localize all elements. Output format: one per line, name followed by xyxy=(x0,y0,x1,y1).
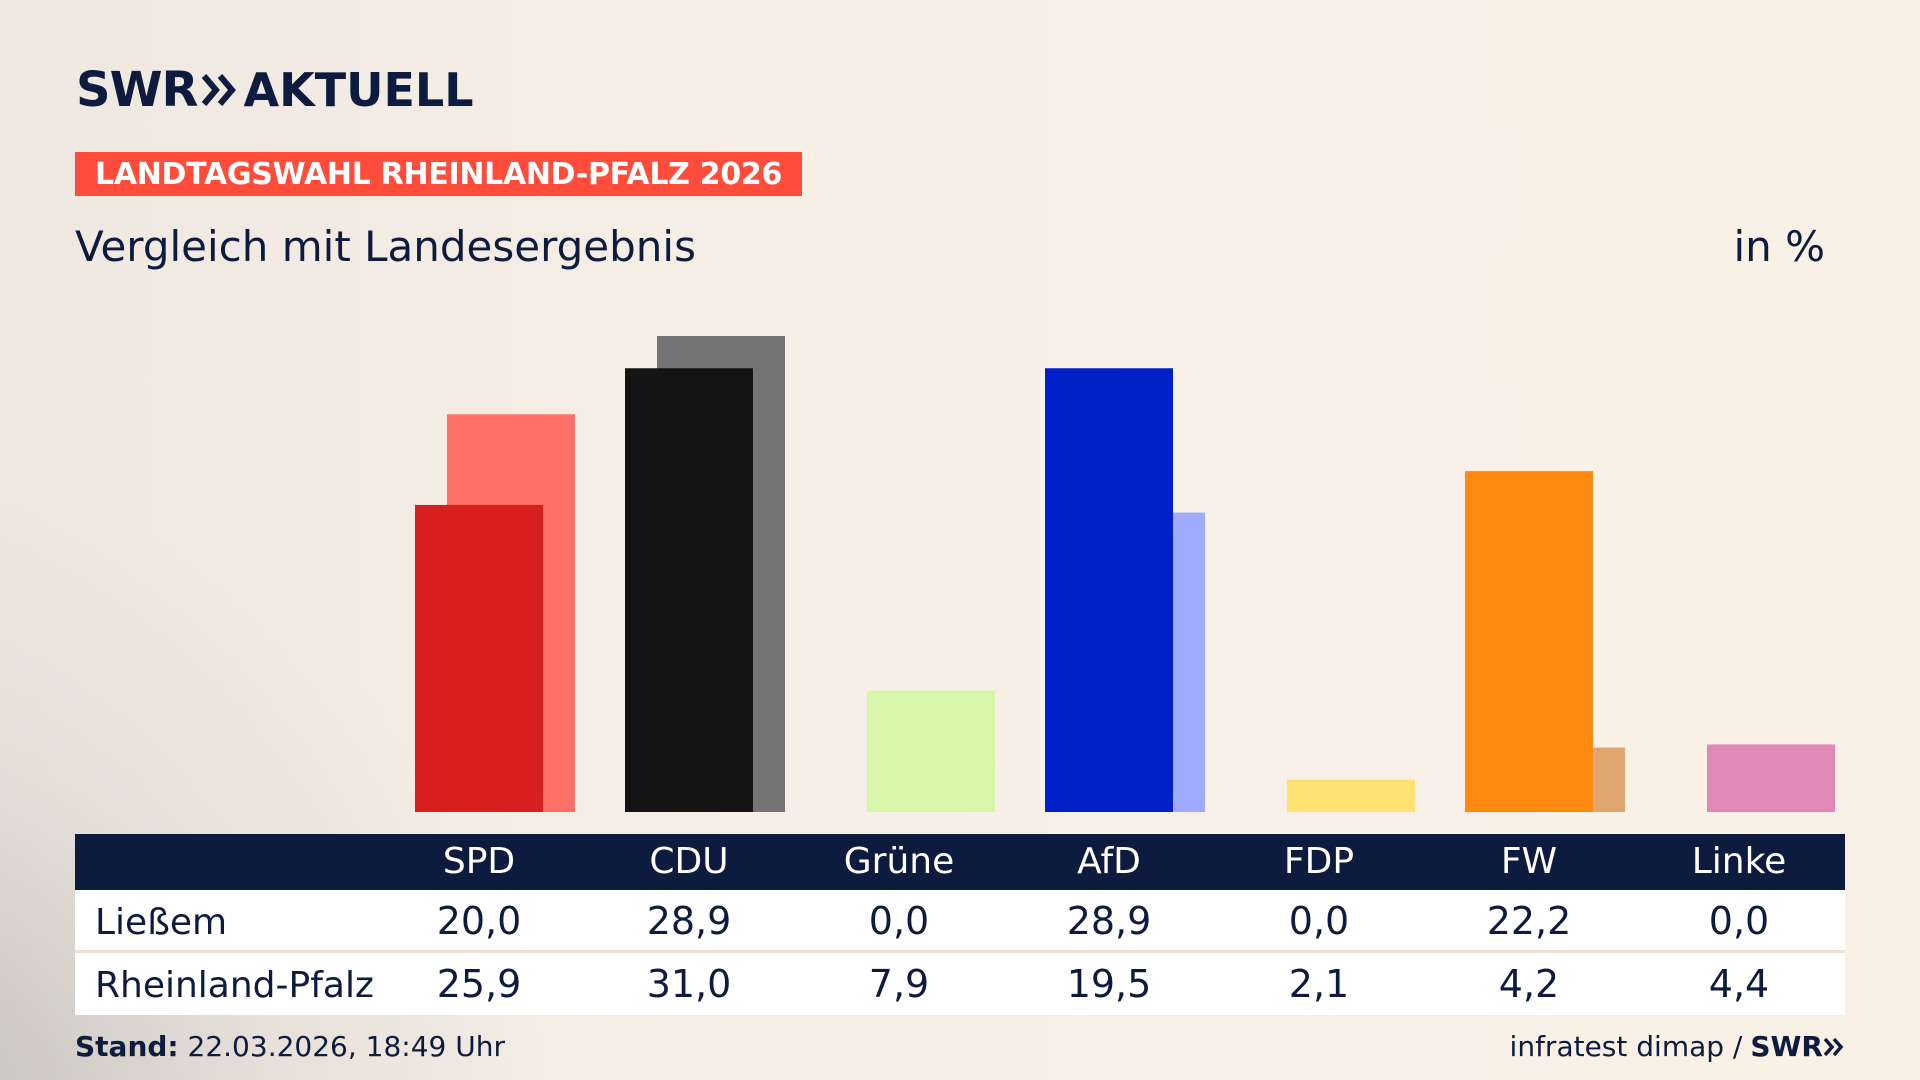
table-header-row: SPD CDU Grüne AfD FDP FW Linke xyxy=(75,834,1845,890)
bar-chart xyxy=(415,336,1835,812)
value-cell-rlp-grüne: 7,9 xyxy=(868,962,930,1006)
double-chevron-icon xyxy=(202,74,237,106)
column-header-cdu: CDU xyxy=(649,841,729,882)
stand-value: 22.03.2026, 18:49 Uhr xyxy=(187,1030,505,1063)
value-cell-liessem-fdp: 0,0 xyxy=(1288,899,1350,943)
table-row-liessem: Ließem 20,0 28,9 0,0 28,9 0,0 22,2 0,0 xyxy=(75,890,1845,950)
small-double-chevron-icon xyxy=(1823,1037,1844,1056)
value-cell-liessem-grüne: 0,0 xyxy=(868,899,930,943)
results-table: SPD CDU Grüne AfD FDP FW Linke Ließem 20,0 28,9… xyxy=(75,834,1845,1015)
timestamp: Stand: 22.03.2026, 18:49 Uhr xyxy=(75,1030,505,1063)
row-label-rheinland-pfalz: Rheinland-Pfalz xyxy=(95,965,374,1006)
bar-state-grüne xyxy=(867,690,995,812)
value-cell-rlp-fdp: 2,1 xyxy=(1288,962,1350,1006)
swr-aktuell-logo: SWR AKTUELL xyxy=(76,62,474,118)
bar-local-fw xyxy=(1465,471,1593,812)
column-header-fw: FW xyxy=(1500,841,1558,882)
chart-subtitle: Vergleich mit Landesergebnis xyxy=(75,222,696,271)
bar-local-cdu xyxy=(625,368,753,812)
value-cell-rlp-fw: 4,2 xyxy=(1498,962,1560,1006)
value-cell-liessem-linke: 0,0 xyxy=(1708,899,1770,943)
column-header-linke: Linke xyxy=(1691,841,1787,882)
value-cell-liessem-fw: 22,2 xyxy=(1486,899,1572,943)
value-cell-liessem-spd: 20,0 xyxy=(436,899,522,943)
value-cell-rlp-afd: 19,5 xyxy=(1066,962,1152,1006)
bar-local-afd xyxy=(1045,368,1173,812)
value-cell-rlp-spd: 25,9 xyxy=(436,962,522,1006)
value-cell-liessem-afd: 28,9 xyxy=(1066,899,1152,943)
row-label-liessem: Ließem xyxy=(95,902,228,943)
logo-swr-text: SWR xyxy=(76,62,198,118)
value-cell-liessem-cdu: 28,9 xyxy=(646,899,732,943)
column-header-grüne: Grüne xyxy=(843,841,955,882)
value-cell-rlp-cdu: 31,0 xyxy=(646,962,732,1006)
unit-label: in % xyxy=(1733,222,1825,271)
row-divider xyxy=(75,950,1845,953)
bar-state-linke xyxy=(1707,744,1835,812)
election-badge: LANDTAGSWAHL RHEINLAND-PFALZ 2026 xyxy=(75,152,803,196)
stand-label: Stand: xyxy=(75,1030,179,1063)
source-text: infratest dimap / xyxy=(1509,1030,1743,1063)
bar-local-spd xyxy=(415,504,543,812)
column-header-afd: AfD xyxy=(1077,841,1141,882)
column-header-spd: SPD xyxy=(442,841,516,882)
logo-aktuell-text: AKTUELL xyxy=(243,63,474,117)
source-swr-logo: SWR xyxy=(1750,1030,1823,1063)
column-header-fdp: FDP xyxy=(1283,841,1355,882)
bar-state-fdp xyxy=(1287,779,1415,812)
value-cell-rlp-linke: 4,4 xyxy=(1708,962,1770,1006)
table-row-rheinland-pfalz: Rheinland-Pfalz 25,9 31,0 7,9 19,5 2,1 4,2 4,4 xyxy=(75,953,1845,1015)
source-credit: infratest dimap / SWR xyxy=(1510,1030,1845,1063)
